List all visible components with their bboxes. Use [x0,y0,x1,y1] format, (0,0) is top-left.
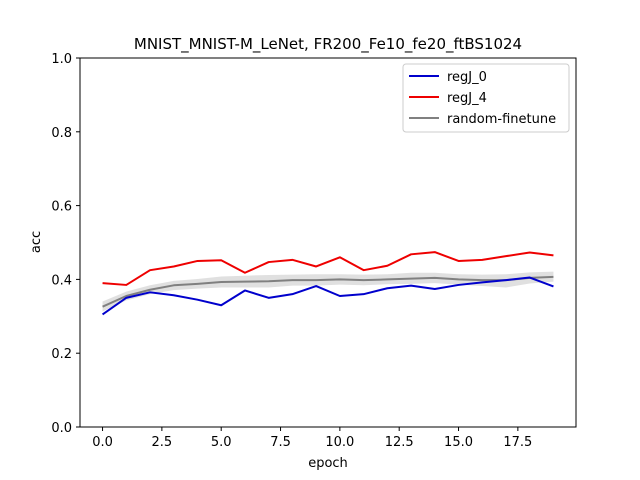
x-tick-label: 2.5 [152,435,173,450]
legend-label: random-finetune [447,112,556,127]
legend: regJ_0 regJ_4 random-finetune [402,63,570,133]
x-tick-label: 7.5 [270,435,291,450]
x-tick-label: 12.5 [385,435,414,450]
y-tick-label: 0.4 [51,273,72,288]
y-tick-label: 0.2 [51,347,72,362]
x-tick-label: 0.0 [92,435,113,450]
y-tick-label: 1.0 [51,52,72,67]
series-line-random-finetune [102,275,554,308]
x-tick-label: 17.5 [503,435,532,450]
plot-area [101,251,554,316]
y-tick-label: 0.6 [51,200,72,215]
x-tick-label: 10.0 [325,435,354,450]
series-line-regJ_0 [101,276,554,316]
series-line-regJ_4 [102,251,554,286]
x-axis: 0.0 2.5 5.0 7.5 10.0 12.5 15.0 17.5 [92,427,532,450]
legend-label: regJ_0 [447,70,487,85]
x-axis-label: epoch [308,456,348,471]
legend-box [402,63,570,133]
x-tick-label: 15.0 [444,435,473,450]
axes-frame [79,57,577,428]
y-tick-label: 0.0 [51,421,72,436]
x-tick-label: 5.0 [211,435,232,450]
y-axis: 0.0 0.2 0.4 0.6 0.8 1.0 [51,52,80,436]
y-tick-label: 0.8 [51,126,72,141]
chart-title: MNIST_MNIST-M_LeNet, FR200_Fe10_fe20_ftB… [134,35,522,54]
legend-label: regJ_4 [447,91,487,106]
y-axis-label: acc [29,231,44,253]
